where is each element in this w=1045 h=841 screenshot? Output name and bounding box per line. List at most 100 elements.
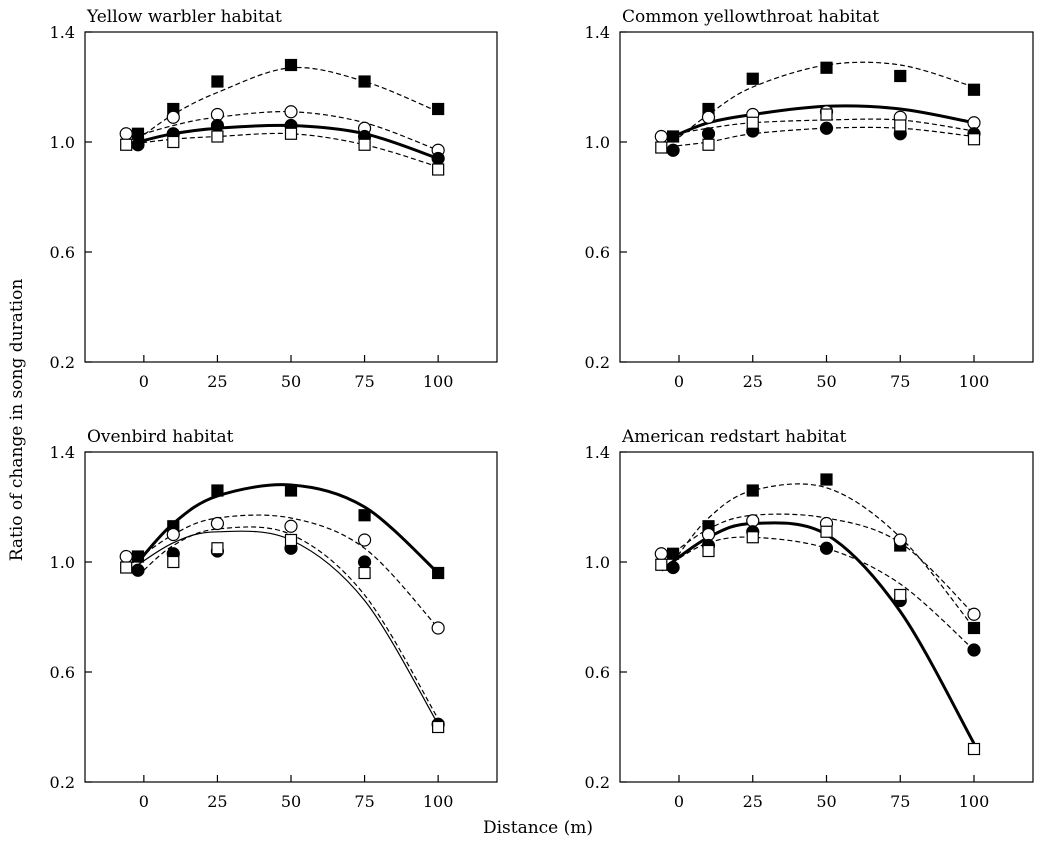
data-point-open-square <box>655 558 668 571</box>
panel-yellow-warbler: Yellow warbler habitat 0 25 50 75 100 0.2 0.6 1.… <box>50 7 498 391</box>
data-point-filled-square <box>746 484 759 497</box>
data-point-filled-square <box>666 547 680 560</box>
fit-curve-open-square <box>126 132 439 168</box>
data-point-open-circle <box>967 607 981 621</box>
x-tick-label: 50 <box>281 372 301 391</box>
data-point-open-square <box>358 566 371 580</box>
data-point-open-square <box>820 108 833 121</box>
x-tick-label: 50 <box>816 372 836 391</box>
x-tick-label: 75 <box>354 792 374 811</box>
data-point-open-square <box>655 141 668 154</box>
data-point-filled-circle <box>131 563 145 577</box>
panel-common-yellowthroat: Common yellowthroat habitat 0 25 50 75 100 0.2… <box>585 7 1034 391</box>
plot-frame <box>619 31 1034 363</box>
panel-title: American redstart habitat <box>621 427 847 447</box>
data-point-open-square <box>702 544 715 558</box>
fit-curve-open-square <box>125 530 439 725</box>
panel-title: Ovenbird habitat <box>87 427 234 447</box>
data-point-filled-circle <box>431 151 445 166</box>
x-tick-label: 0 <box>139 372 149 391</box>
y-tick-label: 1.4 <box>50 23 75 42</box>
x-tick-label: 100 <box>959 372 990 391</box>
x-tick-label: 100 <box>423 372 454 391</box>
data-point-open-square <box>746 531 759 544</box>
y-tick-label: 0.6 <box>50 243 75 262</box>
panel-title: Common yellowthroat habitat <box>622 7 879 27</box>
data-point-open-circle <box>701 110 716 124</box>
x-tick-label: 50 <box>816 792 836 811</box>
panel-american-redstart: American redstart habitat 0 25 50 75 100 0.2 0.… <box>585 427 1034 811</box>
x-tick-label: 25 <box>207 792 227 811</box>
y-tick-label: 0.2 <box>50 353 75 372</box>
data-point-filled-circle <box>666 560 680 575</box>
data-point-filled-square <box>820 473 833 486</box>
x-tick-label: 50 <box>281 792 301 811</box>
y-tick-label: 1.0 <box>585 553 610 572</box>
data-point-filled-square <box>211 75 224 88</box>
x-tick-label: 100 <box>423 792 454 811</box>
data-point-filled-circle <box>819 541 834 555</box>
data-point-open-square <box>432 720 445 734</box>
y-tick-label: 1.4 <box>585 23 610 42</box>
data-point-open-square <box>167 555 180 569</box>
data-point-filled-square <box>432 566 445 580</box>
x-tick-label: 75 <box>890 372 910 391</box>
data-point-open-circle <box>210 516 225 531</box>
y-tick-label: 1.0 <box>585 133 610 152</box>
x-axis-label: Distance (m) <box>483 818 593 838</box>
data-point-filled-square <box>284 484 298 497</box>
data-point-open-circle <box>701 527 716 542</box>
y-tick-label: 0.2 <box>50 773 75 792</box>
data-point-open-square <box>211 130 224 143</box>
data-point-filled-circle <box>967 643 981 657</box>
data-point-filled-circle <box>666 143 680 157</box>
data-point-open-square <box>211 542 224 555</box>
y-tick-label: 0.6 <box>585 243 610 262</box>
y-tick-label: 0.6 <box>50 663 75 682</box>
x-tick-label: 25 <box>207 372 227 391</box>
data-point-filled-circle <box>357 555 372 569</box>
panel-ovenbird: Ovenbird habitat 0 25 50 75 100 0.2 0.6 1.0 1.4 <box>50 427 498 811</box>
data-point-filled-circle <box>131 138 145 152</box>
data-point-open-circle <box>210 107 225 122</box>
fit-curve-open-circle <box>126 110 439 151</box>
y-tick-label: 0.6 <box>585 663 610 682</box>
data-point-open-circle <box>431 621 445 635</box>
data-point-filled-square <box>432 102 445 116</box>
data-point-open-square <box>432 163 445 176</box>
fit-curve-open-square <box>661 126 975 149</box>
fit-curve-filled-circle <box>137 526 439 720</box>
data-point-filled-square <box>967 621 981 635</box>
x-tick-label: 75 <box>354 372 374 391</box>
data-point-filled-circle <box>819 121 834 135</box>
data-point-open-circle <box>166 110 180 124</box>
data-point-open-circle <box>654 129 668 144</box>
y-tick-label: 1.4 <box>50 443 75 462</box>
x-tick-label: 0 <box>674 372 684 391</box>
data-point-filled-square <box>358 509 371 522</box>
y-tick-label: 1.0 <box>50 553 75 572</box>
x-tick-label: 75 <box>890 792 910 811</box>
y-tick-label: 1.4 <box>585 443 610 462</box>
data-point-open-square <box>746 116 759 129</box>
data-point-open-circle <box>893 533 907 547</box>
data-point-filled-square <box>894 69 907 83</box>
x-tick-label: 25 <box>743 372 763 391</box>
data-point-open-square <box>120 561 133 574</box>
data-point-filled-square <box>967 83 981 96</box>
data-point-filled-square <box>131 127 145 140</box>
data-point-open-square <box>820 525 833 538</box>
data-point-filled-square <box>666 130 680 143</box>
y-tick-label: 0.2 <box>585 353 610 372</box>
data-point-open-circle <box>284 105 298 119</box>
data-point-filled-square <box>131 550 145 563</box>
data-point-filled-square <box>211 484 224 497</box>
data-point-open-circle <box>746 514 760 528</box>
data-point-open-circle <box>119 127 133 141</box>
data-point-open-square <box>702 138 715 151</box>
data-point-open-square <box>894 588 907 602</box>
x-tick-label: 25 <box>743 792 763 811</box>
data-point-filled-square <box>358 75 371 88</box>
data-point-open-square <box>358 138 371 151</box>
